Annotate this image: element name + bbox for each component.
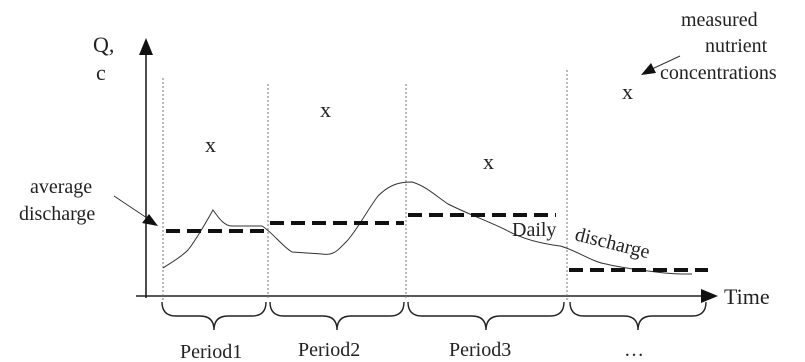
daily-label: Daily: [512, 219, 556, 241]
average-discharge-pointer-head: [142, 214, 158, 226]
discharge-label: discharge: [573, 224, 652, 264]
average-discharge-label-line2: discharge: [19, 203, 95, 225]
x-axis-arrowhead: [701, 289, 718, 303]
x-axis-label: Time: [724, 284, 770, 309]
y-axis-label-line2: c: [96, 60, 106, 85]
period-brace: [161, 301, 267, 331]
average-discharge-label-line1: average: [30, 176, 92, 198]
concentration-marker: x: [320, 97, 331, 122]
measured-pointer: [651, 55, 681, 70]
measured-label-line1: measured: [681, 9, 758, 31]
measured-pointer-head: [641, 63, 656, 75]
concentration-marker: x: [205, 132, 216, 157]
concentration-marker: x: [483, 149, 494, 174]
concentration-marker: x: [622, 79, 633, 104]
measured-label-line3: concentrations: [660, 62, 777, 84]
average-discharge-pointer: [113, 195, 151, 221]
period-label: Period3: [449, 339, 511, 361]
period-brace: [407, 301, 565, 331]
y-axis-arrowhead: [139, 38, 153, 55]
period-brace: [269, 301, 405, 331]
period-label: Period1: [180, 341, 242, 362]
daily-discharge-curve: [162, 181, 693, 275]
y-axis-label-line1: Q,: [93, 32, 114, 57]
period-label: …: [624, 339, 644, 361]
measured-label-line2: nutrient: [705, 35, 768, 57]
period-label: Period2: [298, 339, 360, 361]
period-brace: [569, 301, 707, 331]
